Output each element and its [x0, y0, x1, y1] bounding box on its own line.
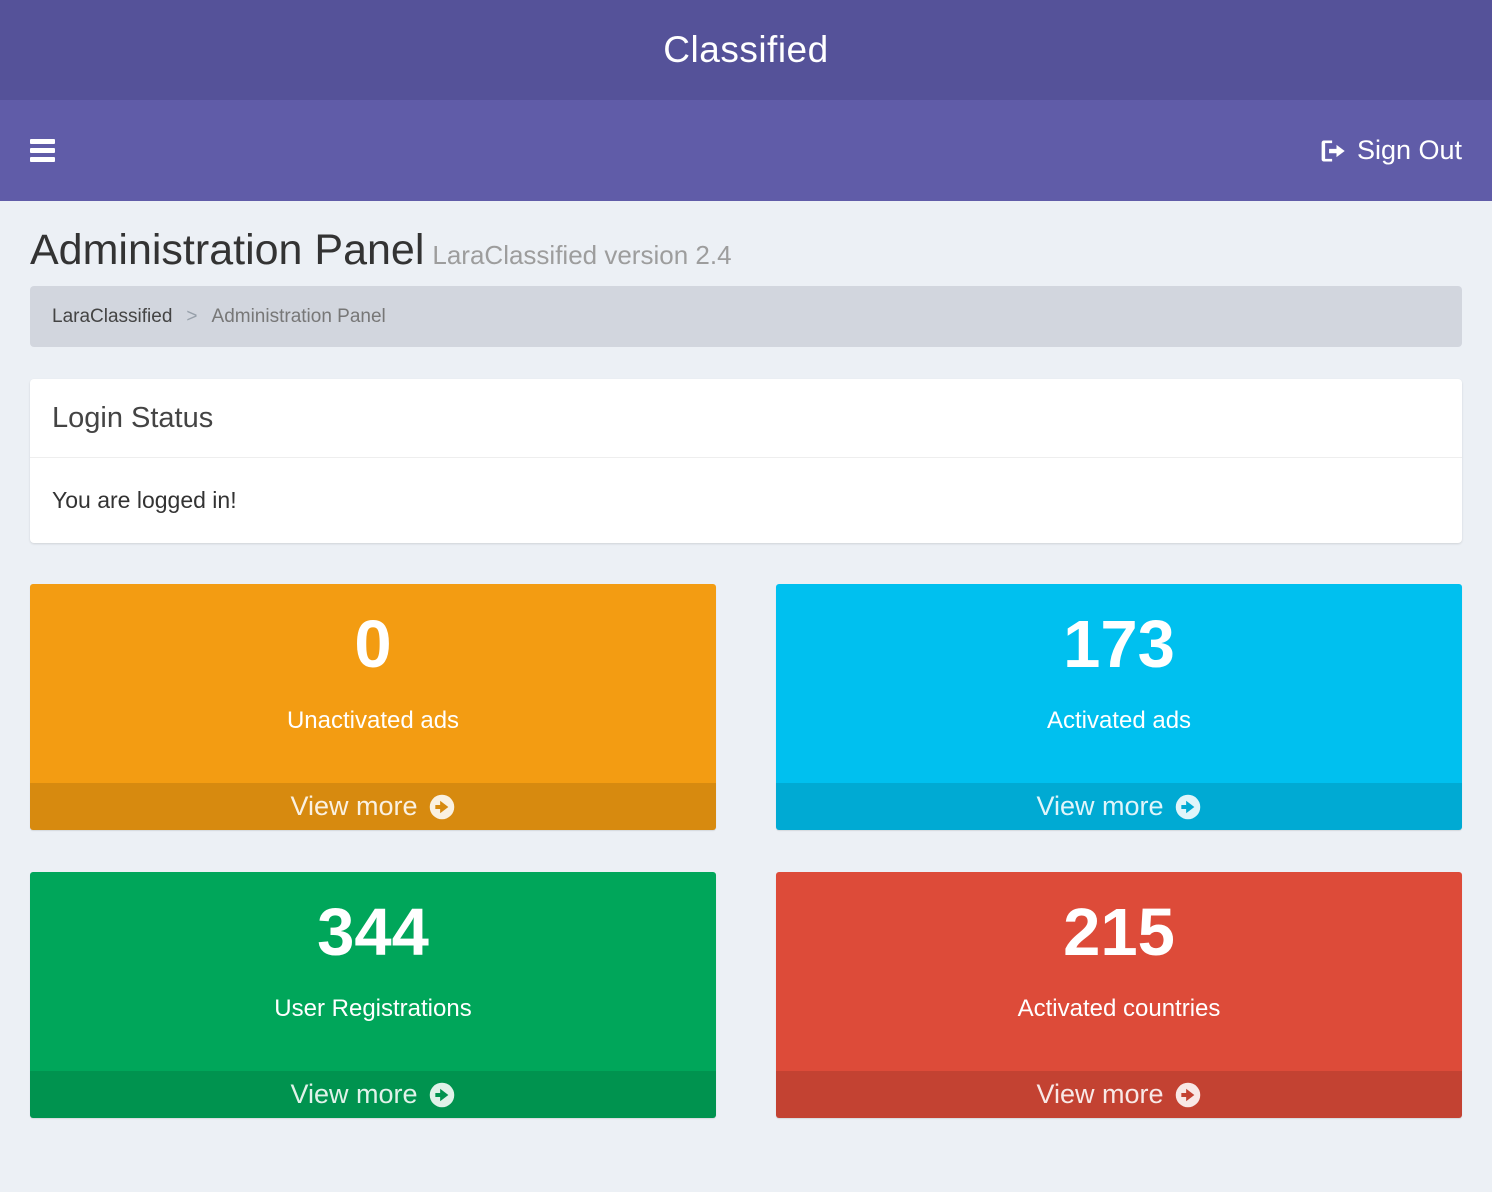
- logo-bar: Classified: [0, 0, 1492, 100]
- breadcrumb: LaraClassified > Administration Panel: [30, 286, 1462, 348]
- bars-icon: [30, 148, 55, 153]
- arrow-circle-right-icon: [429, 794, 454, 820]
- stat-box-activated-ads: 173 Activated ads View more: [776, 584, 1462, 831]
- arrow-circle-right-icon: [429, 1082, 454, 1108]
- stat-label: Activated countries: [1017, 995, 1221, 1023]
- view-more-link-unactivated-ads[interactable]: View more: [30, 783, 716, 831]
- page-footer-strip: [0, 1192, 1492, 1199]
- arrow-circle-right-icon: [1175, 794, 1200, 820]
- breadcrumb-current: Administration Panel: [211, 305, 386, 327]
- view-more-link-activated-ads[interactable]: View more: [776, 783, 1462, 831]
- stat-label: Activated ads: [1046, 707, 1192, 735]
- page-title: Administration Panel LaraClassified versi…: [30, 226, 732, 274]
- stat-value: 344: [317, 895, 429, 971]
- login-status-message: You are logged in!: [52, 487, 237, 514]
- sign-out-button[interactable]: Sign Out: [1319, 135, 1462, 166]
- breadcrumb-separator: >: [186, 305, 198, 327]
- arrow-circle-right-icon: [1175, 1082, 1200, 1108]
- sidebar-toggle-button[interactable]: [30, 139, 55, 162]
- breadcrumb-home-link[interactable]: LaraClassified: [52, 305, 173, 327]
- stat-box-user-registrations: 344 User Registrations View more: [30, 872, 716, 1119]
- page-subtitle: LaraClassified version 2.4: [432, 240, 732, 270]
- stat-label: User Registrations: [274, 995, 472, 1023]
- stat-label: Unactivated ads: [286, 707, 460, 735]
- stat-box-unactivated-ads: 0 Unactivated ads View more: [30, 584, 716, 831]
- sign-out-label: Sign Out: [1356, 135, 1462, 165]
- login-status-title: Login Status: [30, 379, 1462, 459]
- stat-box-inner: 344 User Registrations: [30, 872, 716, 1071]
- view-more-label: View more: [1036, 1079, 1164, 1110]
- main-content: Administration Panel LaraClassified versi…: [0, 226, 1492, 1119]
- view-more-link-activated-countries[interactable]: View more: [776, 1071, 1462, 1119]
- stat-box-inner: 0 Unactivated ads: [30, 584, 716, 783]
- top-navbar: Sign Out: [0, 100, 1492, 201]
- bars-icon: [30, 157, 55, 162]
- stat-box-activated-countries: 215 Activated countries View more: [776, 872, 1462, 1119]
- bars-icon: [30, 139, 55, 144]
- view-more-link-user-registrations[interactable]: View more: [30, 1071, 716, 1119]
- stat-value: 215: [1063, 895, 1175, 971]
- sign-out-icon: [1321, 140, 1345, 161]
- stats-grid: 0 Unactivated ads View more 173 Activate…: [30, 584, 1462, 1119]
- stat-value: 0: [354, 607, 392, 683]
- view-more-label: View more: [1036, 791, 1164, 822]
- login-status-panel: Login Status You are logged in!: [30, 379, 1462, 544]
- stat-box-inner: 173 Activated ads: [776, 584, 1462, 783]
- view-more-label: View more: [290, 1079, 418, 1110]
- stat-value: 173: [1063, 607, 1175, 683]
- stat-box-inner: 215 Activated countries: [776, 872, 1462, 1071]
- view-more-label: View more: [290, 791, 418, 822]
- app-brand[interactable]: Classified: [663, 29, 829, 70]
